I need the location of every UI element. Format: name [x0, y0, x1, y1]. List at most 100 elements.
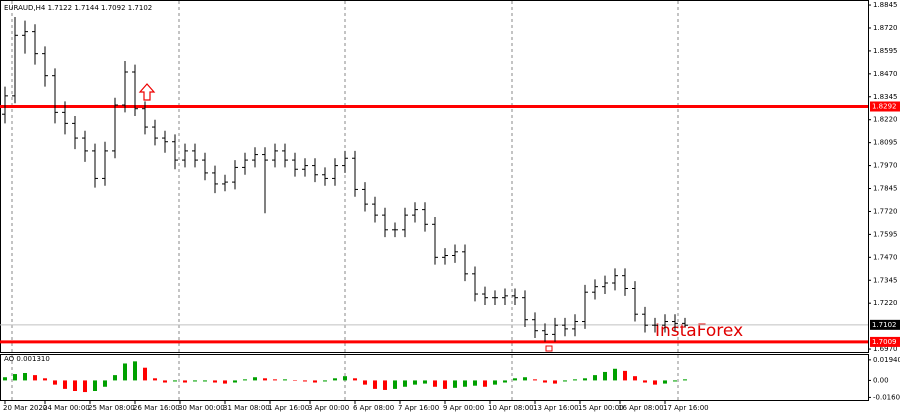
ao-bar [313, 380, 317, 383]
ao-bar [173, 380, 177, 382]
ao-bar [483, 380, 487, 387]
h-level-label: 1.8292 [872, 103, 897, 111]
ao-bar [503, 380, 507, 383]
ao-bar [513, 378, 517, 381]
ao-bar [633, 376, 637, 381]
ao-bar [373, 380, 377, 389]
y-tick-label: 1.7970 [873, 162, 898, 170]
ao-bar [333, 378, 337, 381]
x-tick-label: 17 Apr 16:00 [663, 404, 709, 412]
ao-bar [643, 380, 647, 383]
x-tick-label: 25 Mar 08:00 [88, 404, 135, 412]
ao-panel [0, 354, 869, 401]
ao-bar [163, 380, 167, 383]
ao-bar [363, 380, 367, 385]
ao-bar [433, 380, 437, 387]
y-tick-label: 1.7220 [873, 299, 898, 307]
x-tick-label: 26 Mar 16:00 [133, 404, 180, 412]
ao-bar [423, 380, 427, 384]
y-tick-label: 1.7345 [873, 276, 898, 284]
h-level-box [870, 101, 900, 112]
ao-bar [343, 376, 347, 381]
x-tick-label: 1 Apr 16:00 [268, 404, 309, 412]
y-tick-label: 1.8345 [873, 93, 898, 101]
ao-bar [253, 377, 257, 381]
ao-bar [663, 380, 667, 384]
y-tick-label: 1.7595 [873, 230, 898, 238]
ao-bar [193, 380, 197, 382]
y-tick-label: 1.8720 [873, 24, 898, 32]
ao-bar [533, 379, 537, 381]
ao-bar [453, 380, 457, 388]
y-tick-label: 1.7720 [873, 207, 898, 215]
last-price-label: 1.7102 [872, 321, 897, 329]
x-tick-label: 15 Apr 00:00 [578, 404, 624, 412]
price-panel [0, 0, 869, 353]
ao-bar [3, 377, 7, 381]
ao-bar [243, 379, 247, 381]
ao-bar [203, 380, 207, 382]
ao-bar [93, 380, 97, 391]
ao-bar [573, 379, 577, 381]
marker-icon [545, 345, 553, 352]
ao-bar [73, 380, 77, 391]
y-tick-label: 1.7845 [873, 185, 898, 193]
ao-bar [383, 380, 387, 390]
ao-bar [53, 380, 57, 385]
y-tick-label: 0.019409 [873, 356, 900, 364]
ao-bar [223, 380, 227, 384]
ao-bar [523, 377, 527, 381]
y-tick-label: 1.8095 [873, 139, 898, 147]
y-tick-label: 1.8845 [873, 1, 898, 9]
ao-bar [283, 379, 287, 381]
x-tick-label: 6 Apr 08:00 [353, 404, 394, 412]
y-tick-label: 1.8470 [873, 70, 898, 78]
ao-bar [583, 378, 587, 381]
ao-bar [113, 375, 117, 381]
ao-bar [553, 380, 557, 384]
ao-bar [463, 380, 467, 387]
ao-bar [143, 367, 147, 381]
ao-bar [493, 380, 497, 385]
ao-bar [353, 378, 357, 381]
x-tick-label: 9 Apr 00:00 [443, 404, 484, 412]
ao-bar [213, 380, 217, 383]
ao-bar [323, 380, 327, 382]
ao-bar [63, 380, 67, 389]
ao-bar [43, 378, 47, 381]
ao-bar [683, 379, 687, 381]
y-tick-label: 1.8220 [873, 116, 898, 124]
h-level-box [870, 336, 900, 347]
y-tick-label: -0.016059 [873, 393, 900, 401]
x-tick-label: 20 Mar 2020 [3, 404, 47, 412]
ao-bar [303, 380, 307, 382]
watermark: InstaForex [655, 321, 743, 341]
ao-bar [443, 380, 447, 389]
period-separators [11, 1, 679, 400]
x-tick-label: 24 Mar 00:00 [43, 404, 90, 412]
ao-bar [293, 380, 297, 381]
x-tick-label: 31 Mar 08:00 [223, 404, 270, 412]
ao-bar [13, 374, 17, 381]
h-level-label: 1.7009 [872, 338, 897, 346]
chart-header: EURAUD,H4 1.7122 1.7144 1.7092 1.7102 [4, 4, 152, 12]
x-tick-label: 13 Apr 16:00 [533, 404, 579, 412]
ao-bar [183, 380, 187, 383]
ao-bar [33, 375, 37, 381]
x-tick-label: 10 Apr 08:00 [488, 404, 534, 412]
arrow-up-icon [138, 83, 156, 101]
ao-bar [413, 380, 417, 385]
ao-bar [403, 380, 407, 387]
ao-bar [393, 380, 397, 389]
y-tick-label: 1.6970 [873, 345, 898, 353]
x-tick-label: 7 Apr 16:00 [398, 404, 439, 412]
ao-bar [273, 379, 277, 381]
ao-bar [153, 378, 157, 381]
y-tick-label: 1.8595 [873, 47, 898, 55]
ao-bar [123, 363, 127, 381]
ao-bar [623, 370, 627, 381]
ao-bar [473, 380, 477, 386]
y-tick-label: 0.00 [873, 376, 889, 384]
ao-bar [133, 361, 137, 381]
ao-bar [83, 380, 87, 393]
